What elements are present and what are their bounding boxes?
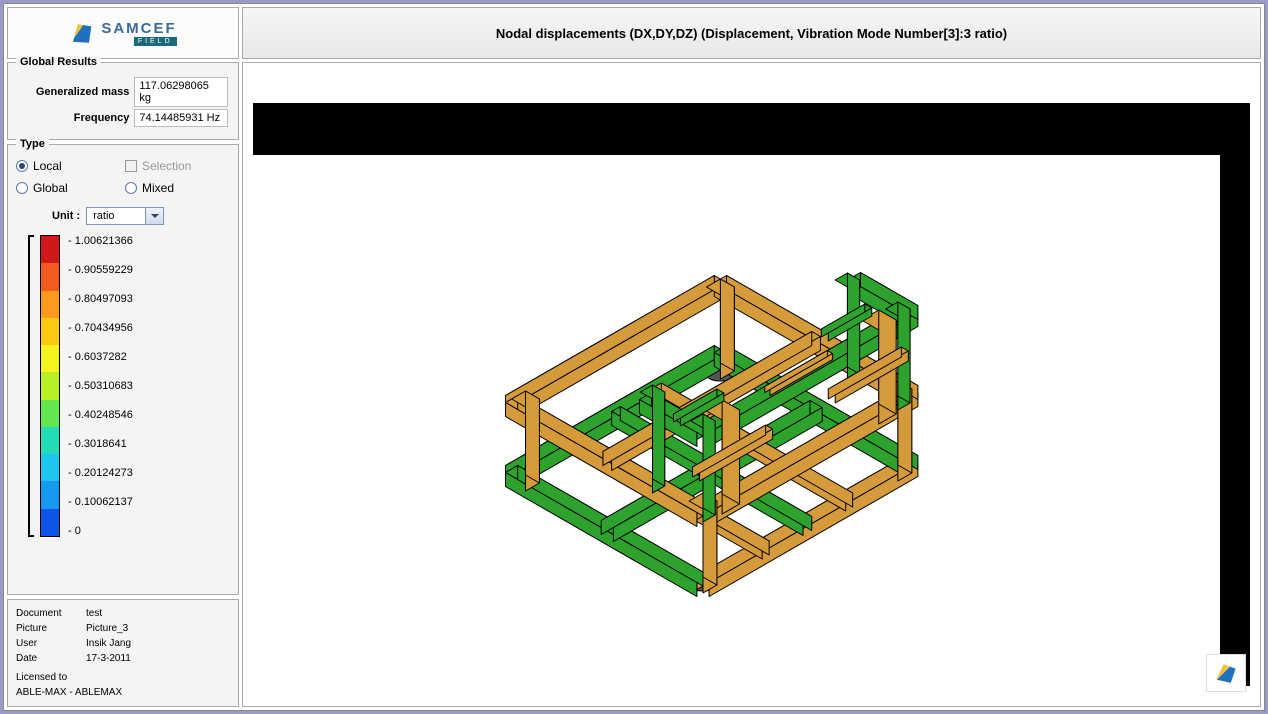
legend-tick-label: 0.10062137 <box>68 496 133 508</box>
legend-bracket <box>28 235 34 537</box>
legend-segment <box>41 372 59 399</box>
result-value: 117.06298065 kg <box>134 77 228 107</box>
left-column: Global Results Generalized mass 117.0629… <box>7 62 239 707</box>
logo-main-text: SAMCEF <box>101 20 176 37</box>
body-row: Global Results Generalized mass 117.0629… <box>7 62 1261 707</box>
radio-mixed[interactable]: Mixed <box>125 181 230 195</box>
viewport-3d[interactable] <box>242 62 1261 707</box>
global-results-table: Generalized mass 117.06298065 kg Frequen… <box>16 75 230 129</box>
global-results-legend: Global Results <box>16 56 101 68</box>
info-row: PicturePicture_3 <box>16 621 230 636</box>
title-bar: Nodal displacements (DX,DY,DZ) (Displace… <box>242 7 1261 59</box>
type-legend: Type <box>16 138 49 150</box>
type-panel: Type Local Selection Global <box>7 144 239 595</box>
legend-segment <box>41 454 59 481</box>
radio-label: Mixed <box>142 181 174 195</box>
legend-tick-label: 1.00621366 <box>68 235 133 247</box>
legend-segment <box>41 263 59 290</box>
unit-label: Unit : <box>52 210 80 222</box>
global-results-panel: Global Results Generalized mass 117.0629… <box>7 62 239 140</box>
legend-tick-label: 0.6037282 <box>68 351 133 363</box>
legend-colorbar <box>40 235 60 537</box>
fea-model <box>443 223 1063 663</box>
legend-tick-label: 0.90559229 <box>68 264 133 276</box>
info-row: UserInsik Jang <box>16 636 230 651</box>
info-row: Documenttest <box>16 606 230 621</box>
legend-segment <box>41 318 59 345</box>
radio-local[interactable]: Local <box>16 159 121 173</box>
info-row: Date17-3-2011 <box>16 651 230 666</box>
legend-tick-label: 0.80497093 <box>68 293 133 305</box>
viewport-black-right <box>1220 103 1250 686</box>
radio-label: Local <box>33 159 62 173</box>
header-row: SAMCEF FIELD Nodal displacements (DX,DY,… <box>7 7 1261 59</box>
result-label: Frequency <box>18 109 132 127</box>
checkbox-icon <box>125 160 137 172</box>
legend-segment <box>41 427 59 454</box>
app-frame: SAMCEF FIELD Nodal displacements (DX,DY,… <box>3 3 1265 711</box>
color-legend: 1.00621366 0.90559229 0.80497093 0.70434956… <box>28 235 230 537</box>
legend-segment <box>41 345 59 372</box>
info-panel: Documenttest PicturePicture_3 UserInsik … <box>7 599 239 707</box>
radio-label: Global <box>33 181 68 195</box>
chevron-down-icon <box>145 208 163 224</box>
table-row: Generalized mass 117.06298065 kg <box>18 77 228 107</box>
check-selection[interactable]: Selection <box>125 159 230 173</box>
samcef-logo-icon <box>1214 662 1238 684</box>
corner-logo <box>1206 654 1246 692</box>
licensee: ABLE-MAX - ABLEMAX <box>16 685 230 700</box>
legend-segment <box>41 291 59 318</box>
legend-tick-label: 0.20124273 <box>68 467 133 479</box>
legend-segment <box>41 400 59 427</box>
unit-row: Unit : ratio <box>52 207 230 225</box>
result-label: Generalized mass <box>18 77 132 107</box>
legend-segment <box>41 236 59 263</box>
legend-labels: 1.00621366 0.90559229 0.80497093 0.70434956… <box>66 235 133 537</box>
legend-tick-label: 0 <box>68 525 133 537</box>
legend-tick-label: 0.50310683 <box>68 380 133 392</box>
samcef-logo-icon <box>67 19 97 47</box>
legend-tick-label: 0.3018641 <box>68 438 133 450</box>
table-row: Frequency 74.14485931 Hz <box>18 109 228 127</box>
logo-sub-text: FIELD <box>134 37 177 46</box>
radio-global[interactable]: Global <box>16 181 121 195</box>
legend-segment <box>41 481 59 508</box>
result-value: 74.14485931 Hz <box>134 109 228 127</box>
check-label: Selection <box>142 159 191 173</box>
licensed-label: Licensed to <box>16 670 230 685</box>
viewport-black-top <box>253 103 1250 155</box>
legend-segment <box>41 509 59 536</box>
unit-select[interactable]: ratio <box>86 207 164 225</box>
legend-tick-label: 0.70434956 <box>68 322 133 334</box>
radio-icon <box>125 182 137 194</box>
unit-value: ratio <box>87 208 145 224</box>
radio-icon <box>16 160 28 172</box>
radio-icon <box>16 182 28 194</box>
logo-box: SAMCEF FIELD <box>7 7 239 59</box>
title-text: Nodal displacements (DX,DY,DZ) (Displace… <box>496 26 1007 41</box>
legend-tick-label: 0.40248546 <box>68 409 133 421</box>
